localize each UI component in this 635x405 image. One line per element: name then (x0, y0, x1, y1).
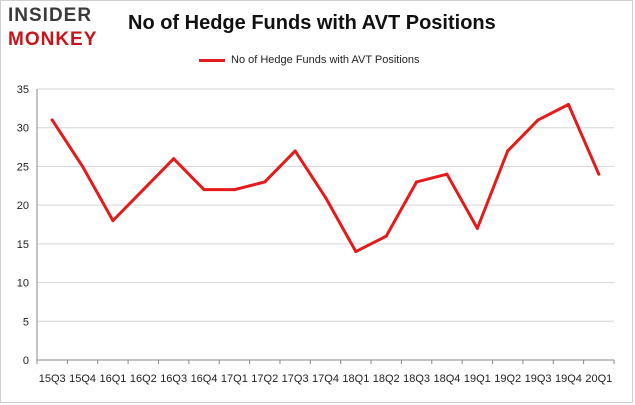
y-tick-label: 20 (17, 200, 29, 212)
data-point (566, 102, 570, 106)
data-point (597, 172, 601, 176)
y-tick-label: 5 (23, 316, 29, 328)
x-tick-label: 19Q3 (525, 373, 552, 385)
data-point (506, 149, 510, 153)
x-tick-label: 17Q2 (251, 373, 278, 385)
data-point (232, 188, 236, 192)
data-point (536, 118, 540, 122)
series-line (50, 102, 601, 254)
data-point (445, 172, 449, 176)
y-tick-label: 30 (17, 123, 29, 135)
y-tick-label: 15 (17, 239, 29, 251)
y-tick-label: 25 (17, 161, 29, 173)
chart-title: No of Hedge Funds with AVT Positions (128, 12, 496, 34)
y-tick-label: 10 (17, 278, 29, 290)
data-point (202, 188, 206, 192)
legend-swatch (199, 58, 225, 62)
x-tick-label: 16Q4 (191, 373, 218, 385)
x-tick-label: 19Q2 (494, 373, 521, 385)
data-point (172, 157, 176, 161)
data-point (324, 195, 327, 199)
x-tick-label: 17Q4 (312, 373, 339, 385)
data-point (415, 180, 419, 184)
x-tick-label: 18Q4 (434, 373, 461, 385)
y-tick-label: 0 (23, 355, 29, 367)
data-point (354, 250, 358, 254)
x-tick-label: 18Q1 (342, 373, 369, 385)
x-tick-label: 16Q1 (99, 373, 126, 385)
x-tick-label: 17Q1 (221, 373, 248, 385)
data-point (141, 188, 145, 192)
x-tick-label: 15Q4 (69, 373, 96, 385)
data-point (475, 226, 479, 230)
x-tick-label: 18Q2 (373, 373, 400, 385)
x-tick-label: 19Q4 (555, 373, 582, 385)
logo-line-1: INSIDER (8, 5, 93, 26)
logo-line-2: MONKEY (8, 29, 98, 50)
data-point (111, 219, 115, 223)
y-tick-label: 35 (17, 84, 29, 96)
data-point (384, 234, 388, 238)
chart-legend: No of Hedge Funds with AVT Positions (199, 52, 420, 68)
data-point (293, 149, 297, 153)
x-tick-label: 20Q1 (585, 373, 612, 385)
x-tick-label: 16Q3 (160, 373, 187, 385)
data-point (263, 180, 267, 184)
x-tick-label: 19Q1 (464, 373, 491, 385)
x-tick-label: 18Q3 (403, 373, 430, 385)
data-point (81, 164, 85, 168)
insider-monkey-logo: INSIDER MONKEY (8, 6, 118, 52)
legend-label: No of Hedge Funds with AVT Positions (231, 54, 420, 66)
data-point (50, 118, 54, 122)
x-tick-label: 15Q3 (39, 373, 66, 385)
x-tick-label: 16Q2 (130, 373, 157, 385)
x-tick-label: 17Q3 (282, 373, 309, 385)
